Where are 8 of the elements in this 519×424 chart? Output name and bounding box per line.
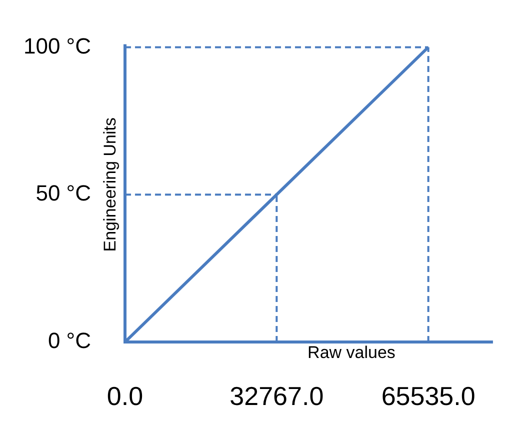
y-tick-label: 100 °C	[23, 33, 92, 58]
x-tick-label: 65535.0	[381, 380, 476, 411]
y-tick-label: 50 °C	[36, 180, 92, 206]
x-tick-label: 0.0	[106, 380, 144, 411]
y-axis-title: Engineering Units	[100, 118, 120, 252]
x-tick-label: 32767.0	[230, 380, 324, 411]
y-tick-label: 0 °C	[48, 328, 92, 354]
x-axis-title: Raw values	[308, 343, 396, 362]
